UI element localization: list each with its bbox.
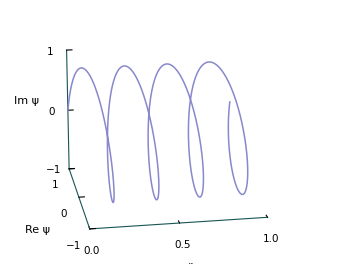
Y-axis label: Re ψ: Re ψ bbox=[25, 225, 49, 235]
X-axis label: x/l: x/l bbox=[180, 263, 194, 264]
